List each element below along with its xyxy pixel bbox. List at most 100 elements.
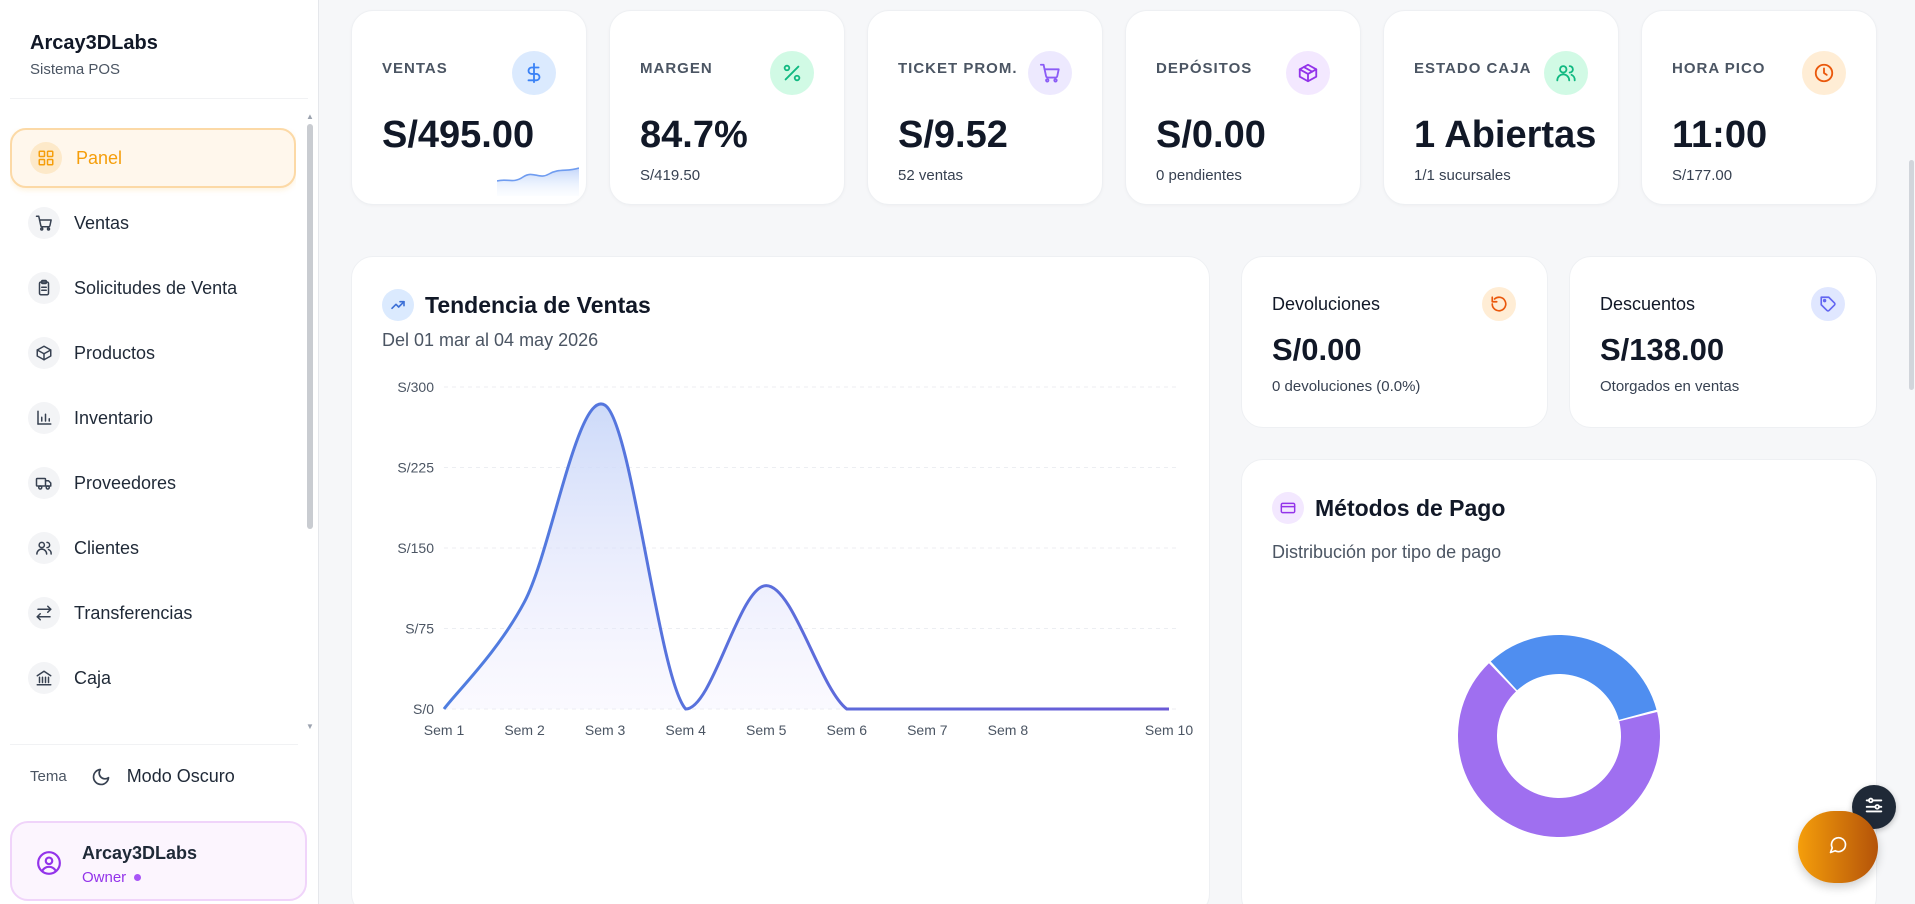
sidebar-item-label: Productos (74, 342, 156, 363)
percent-icon (770, 51, 814, 95)
scroll-up-arrow[interactable]: ▲ (306, 112, 314, 121)
kpi-label: MARGEN (640, 60, 713, 77)
kpi-sub: 0 pendientes (1156, 167, 1242, 184)
x-tick-label: Sem 3 (585, 722, 626, 738)
sidebar-item-label: Solicitudes de Venta (74, 277, 238, 298)
sliders-icon (1863, 794, 1885, 821)
x-tick-label: Sem 6 (827, 722, 868, 738)
kpi-sub: S/419.50 (640, 167, 701, 184)
chat-icon (1828, 835, 1848, 860)
clipboard-icon (28, 272, 60, 304)
y-tick-label: S/300 (397, 379, 434, 395)
x-tick-label: Sem 5 (746, 722, 787, 738)
status-dot (134, 874, 142, 881)
x-tick-label: Sem 10 (1145, 722, 1193, 738)
payment-donut-chart (1458, 635, 1660, 837)
kpi-value: 1 Abiertas (1414, 114, 1597, 156)
panel-subtitle: Distribución por tipo de pago (1272, 542, 1502, 562)
divider (10, 98, 308, 99)
theme-label: Tema (30, 768, 67, 785)
grid-icon (30, 142, 62, 174)
page-scrollbar[interactable] (1909, 160, 1914, 390)
panel-header: Métodos de Pago (1272, 492, 1505, 524)
donut-slice[interactable] (1458, 663, 1660, 837)
panel-subtitle: Del 01 mar al 04 may 2026 (382, 330, 599, 350)
users-icon (28, 532, 60, 564)
y-tick-label: S/150 (397, 540, 434, 556)
sidebar-nav: Panel Ventas Solicitudes de Venta Productos… (10, 128, 296, 736)
kpi-card-estado-caja: ESTADO CAJA 1 Abiertas 1/1 sucursales (1383, 10, 1619, 205)
kpi-card-hora-pico: HORA PICO 11:00 S/177.00 (1641, 10, 1877, 205)
sidebar-item-transferencias[interactable]: Transferencias (10, 583, 296, 643)
kpi-value: 11:00 (1672, 114, 1768, 156)
sales-trend-chart: S/0 S/75 S/150 S/225 S/300 Sem 1 Sem 2 Sem 3 Sem… (397, 379, 1193, 738)
discounts-value: S/138.00 (1600, 332, 1725, 367)
kpi-card-depósitos: DEPÓSITOS S/0.00 0 pendientes (1125, 10, 1361, 205)
sidebar-item-label: Proveedores (74, 472, 177, 493)
sidebar-item-productos[interactable]: Productos (10, 323, 296, 383)
sidebar-item-label: Caja (74, 667, 112, 688)
donut-slice[interactable] (1490, 635, 1657, 720)
trending-up-icon (382, 289, 414, 321)
kpi-sub: 1/1 sucursales (1414, 167, 1511, 184)
clock-icon (1802, 51, 1846, 95)
bar-chart-icon (28, 402, 60, 434)
user-role: Owner (82, 869, 142, 886)
truck-icon (28, 467, 60, 499)
panel-header: Tendencia de Ventas (382, 289, 651, 321)
sidebar-item-ventas[interactable]: Ventas (10, 193, 296, 253)
moon-icon (91, 767, 111, 787)
user-avatar-icon (36, 850, 62, 881)
returns-card: Devoluciones S/0.00 0 devoluciones (0.0%… (1241, 256, 1548, 428)
sidebar-item-inventario[interactable]: Inventario (10, 388, 296, 448)
kpi-card-ventas: VENTAS S/495.00 (351, 10, 587, 205)
kpi-value: S/495.00 (382, 114, 535, 156)
returns-label: Devoluciones (1272, 294, 1381, 314)
returns-sub: 0 devoluciones (0.0%) (1272, 378, 1421, 395)
kpi-label: TICKET PROM. (898, 60, 1018, 77)
sidebar-item-proveedores[interactable]: Proveedores (10, 453, 296, 513)
kpi-label: ESTADO CAJA (1414, 60, 1532, 77)
sidebar-item-caja[interactable]: Caja (10, 648, 296, 708)
x-tick-label: Sem 2 (504, 722, 545, 738)
kpi-sub: 52 ventas (898, 167, 964, 184)
sales-trend-panel: Tendencia de Ventas Del 01 mar al 04 may… (351, 256, 1210, 904)
sidebar-item-solicitudes-de-venta[interactable]: Solicitudes de Venta (10, 258, 296, 318)
kpi-sub: S/177.00 (1672, 167, 1733, 184)
user-role-label: Owner (82, 869, 127, 886)
discounts-sub: Otorgados en ventas (1600, 378, 1740, 395)
kpi-label: HORA PICO (1672, 60, 1766, 77)
tag-icon (1811, 287, 1845, 321)
x-tick-label: Sem 1 (424, 722, 465, 738)
kpi-label: VENTAS (382, 60, 448, 77)
kpi-label: DEPÓSITOS (1156, 60, 1253, 77)
theme-toggle[interactable]: Tema Modo Oscuro (30, 766, 235, 787)
package-icon (1286, 51, 1330, 95)
sidebar-item-label: Panel (76, 147, 123, 168)
users-icon (1544, 51, 1588, 95)
kpi-card-ticket-prom: TICKET PROM. S/9.52 52 ventas (867, 10, 1103, 205)
panel-title: Métodos de Pago (1315, 494, 1506, 521)
x-tick-label: Sem 4 (665, 722, 706, 738)
payment-methods-panel: Métodos de Pago Distribución por tipo de… (1241, 459, 1877, 904)
brand: Arcay3DLabs Sistema POS (30, 32, 158, 78)
sidebar-item-clientes[interactable]: Clientes (10, 518, 296, 578)
kpi-card-margen: MARGEN 84.7% S/419.50 (609, 10, 845, 205)
sidebar-scrollbar[interactable] (307, 124, 313, 529)
scroll-down-arrow[interactable]: ▼ (306, 722, 314, 731)
user-card[interactable]: Arcay3DLabs Owner (10, 821, 307, 901)
kpi-value: S/9.52 (898, 114, 1008, 156)
discounts-card: Descuentos S/138.00 Otorgados en ventas (1569, 256, 1877, 428)
divider (10, 744, 298, 745)
series-line (442, 402, 1169, 711)
y-tick-label: S/75 (405, 621, 434, 637)
x-tick-label: Sem 8 (988, 722, 1029, 738)
panel-title: Tendencia de Ventas (425, 291, 651, 318)
chat-button[interactable] (1798, 811, 1878, 883)
refresh-icon (1482, 287, 1516, 321)
kpi-value: S/0.00 (1156, 114, 1266, 156)
sidebar-item-panel[interactable]: Panel (10, 128, 296, 188)
credit-card-icon (1272, 492, 1304, 524)
box-icon (28, 337, 60, 369)
theme-value: Modo Oscuro (126, 766, 235, 786)
